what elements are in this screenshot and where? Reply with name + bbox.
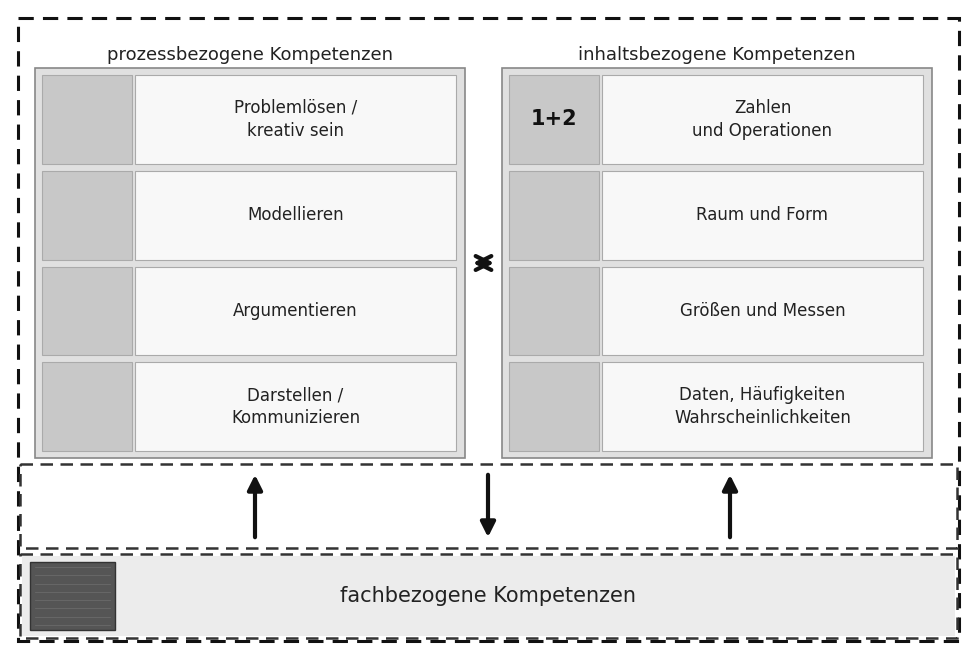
Bar bbox=[42, 362, 132, 451]
Text: fachbezogene Kompetenzen: fachbezogene Kompetenzen bbox=[341, 586, 636, 606]
Bar bbox=[602, 266, 923, 355]
Bar bbox=[35, 68, 465, 458]
Bar bbox=[509, 362, 599, 451]
Bar bbox=[22, 556, 955, 636]
Bar bbox=[509, 171, 599, 260]
Bar bbox=[42, 75, 132, 163]
Text: Raum und Form: Raum und Form bbox=[697, 206, 828, 224]
Bar bbox=[502, 68, 932, 458]
Bar bbox=[135, 362, 456, 451]
Bar bbox=[20, 464, 957, 548]
Bar bbox=[30, 562, 115, 630]
Bar bbox=[135, 75, 456, 163]
Text: Modellieren: Modellieren bbox=[247, 206, 344, 224]
Bar bbox=[509, 75, 599, 163]
Text: Größen und Messen: Größen und Messen bbox=[680, 302, 845, 320]
Text: Darstellen /
Kommunizieren: Darstellen / Kommunizieren bbox=[231, 386, 361, 427]
Bar bbox=[20, 554, 957, 638]
Bar bbox=[135, 266, 456, 355]
Text: inhaltsbezogene Kompetenzen: inhaltsbezogene Kompetenzen bbox=[578, 46, 856, 64]
Text: prozessbezogene Kompetenzen: prozessbezogene Kompetenzen bbox=[107, 46, 393, 64]
Bar bbox=[602, 362, 923, 451]
Text: Problemlösen /
kreativ sein: Problemlösen / kreativ sein bbox=[234, 99, 358, 140]
Bar bbox=[42, 171, 132, 260]
Bar bbox=[602, 75, 923, 163]
Bar bbox=[135, 171, 456, 260]
Bar bbox=[509, 266, 599, 355]
Text: Zahlen
und Operationen: Zahlen und Operationen bbox=[693, 99, 832, 140]
Bar bbox=[42, 266, 132, 355]
Text: Daten, Häufigkeiten
Wahrscheinlichkeiten: Daten, Häufigkeiten Wahrscheinlichkeiten bbox=[674, 386, 851, 427]
Text: Argumentieren: Argumentieren bbox=[234, 302, 358, 320]
Bar bbox=[602, 171, 923, 260]
Text: 1+2: 1+2 bbox=[531, 109, 577, 129]
